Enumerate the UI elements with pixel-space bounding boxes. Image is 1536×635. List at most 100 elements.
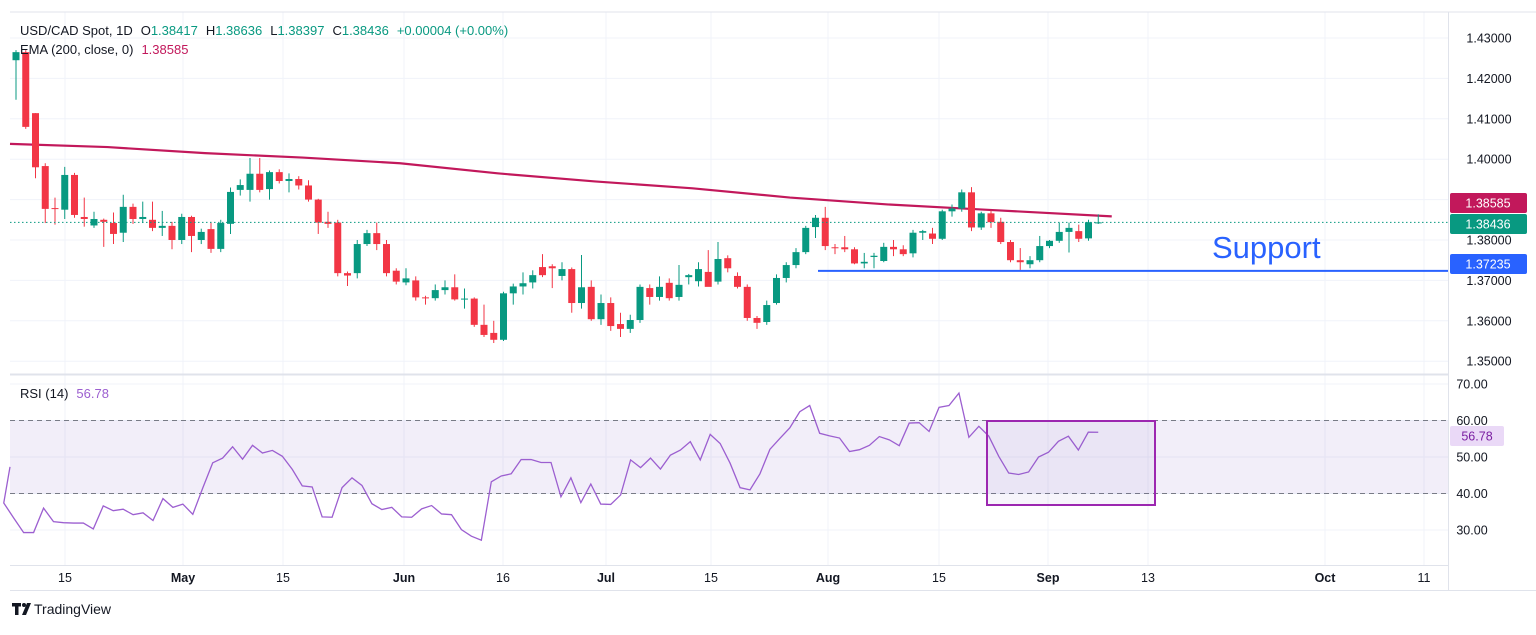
- candle: [509, 283, 517, 305]
- overlays: 1.38585 1.38436 1.37235: [10, 193, 1527, 274]
- x-tick-label: 11: [1418, 571, 1431, 585]
- candle-body: [275, 172, 283, 182]
- candle: [773, 274, 780, 305]
- tradingview-logo-icon: [12, 603, 31, 615]
- candle: [139, 201, 147, 224]
- candle: [197, 228, 205, 245]
- candle: [597, 294, 605, 325]
- support-annotation[interactable]: Support: [1212, 230, 1321, 265]
- candle-body: [597, 303, 605, 320]
- candle: [626, 314, 634, 333]
- candle: [188, 215, 195, 253]
- candle-body: [285, 178, 293, 182]
- candle-body: [383, 244, 390, 274]
- candle-body: [236, 185, 244, 190]
- candle: [714, 242, 722, 285]
- candle-body: [880, 246, 888, 262]
- candle: [656, 276, 663, 301]
- x-tick-label: Sep: [1037, 571, 1060, 585]
- candle-body: [773, 277, 780, 304]
- candle: [734, 272, 741, 289]
- rsi-highlight-box[interactable]: [986, 420, 1156, 506]
- candle: [168, 221, 176, 250]
- ema-price-badge-bg: [1450, 193, 1527, 213]
- candle-body: [12, 52, 20, 61]
- candle-body: [1007, 242, 1014, 261]
- x-tick-label: 13: [1141, 571, 1155, 585]
- candle: [675, 265, 683, 301]
- candle-body: [782, 265, 790, 278]
- candle-body: [870, 255, 878, 257]
- rsi-polyline: [3, 391, 1099, 542]
- candle-body: [32, 113, 39, 168]
- x-tick-label: 16: [496, 571, 510, 585]
- candle: [178, 213, 186, 245]
- candle: [851, 247, 858, 265]
- candle-body: [958, 192, 966, 209]
- candle-body: [685, 275, 693, 278]
- tradingview-logo[interactable]: TradingView: [12, 601, 112, 617]
- candle-body: [607, 303, 615, 327]
- candle-body: [246, 173, 254, 190]
- rsi-badge-bg: [1450, 426, 1504, 446]
- candle-body: [129, 206, 137, 219]
- ema-200-polyline: [9, 142, 1112, 218]
- candle: [529, 270, 537, 289]
- candle-body: [168, 225, 176, 240]
- candle: [12, 50, 20, 100]
- candle-body: [344, 273, 351, 276]
- candle-body: [119, 206, 127, 233]
- candle: [71, 172, 78, 218]
- candle-body: [490, 332, 498, 340]
- candle: [314, 198, 322, 234]
- candle-body: [948, 208, 956, 212]
- x-tick-label: Jul: [597, 571, 615, 585]
- candle: [919, 229, 927, 240]
- candle: [617, 312, 624, 337]
- rsi-value-badge: 56.78: [1461, 430, 1492, 444]
- candle-body: [1036, 246, 1044, 261]
- price-tick-label: 1.35000: [1466, 355, 1511, 369]
- candle: [724, 255, 732, 273]
- candle-body: [724, 258, 732, 269]
- candle: [383, 240, 390, 277]
- candle: [568, 267, 576, 313]
- candle: [32, 113, 39, 179]
- candle: [1075, 224, 1083, 243]
- candle: [305, 180, 312, 202]
- candle: [782, 262, 790, 283]
- candle-body: [392, 270, 400, 282]
- candle: [461, 288, 468, 309]
- candle-body: [1075, 231, 1083, 239]
- x-tick-label: Jun: [393, 571, 415, 585]
- candle-body: [656, 286, 663, 297]
- rsi-band: [10, 420, 1448, 494]
- candle-body: [987, 213, 995, 223]
- candle: [61, 166, 69, 219]
- ema-legend[interactable]: EMA (200, close, 0) 1.38585: [20, 42, 188, 57]
- candle: [558, 262, 566, 281]
- candle-body: [558, 269, 566, 276]
- candle: [743, 284, 751, 321]
- candle: [548, 264, 556, 289]
- candle-body: [587, 286, 595, 320]
- candle-body: [227, 191, 234, 224]
- rsi-tick-label: 30.00: [1456, 524, 1487, 538]
- candle-body: [188, 216, 195, 236]
- candle-body: [841, 247, 849, 250]
- candle-body: [714, 258, 722, 282]
- candle-body: [500, 293, 507, 340]
- candle: [685, 273, 693, 285]
- candle: [285, 173, 293, 193]
- candle: [392, 268, 400, 285]
- symbol-legend[interactable]: USD/CAD Spot, 1D O1.38417 H1.38636 L1.38397…: [20, 23, 508, 38]
- candle: [519, 272, 527, 295]
- rsi-legend[interactable]: RSI (14) 56.78: [20, 386, 109, 401]
- candle-body: [539, 267, 546, 276]
- candle: [880, 242, 888, 263]
- candle-body: [675, 284, 683, 297]
- candle-body: [1016, 260, 1024, 263]
- candle-body: [80, 216, 88, 219]
- rsi-tick-label: 50.00: [1456, 451, 1487, 465]
